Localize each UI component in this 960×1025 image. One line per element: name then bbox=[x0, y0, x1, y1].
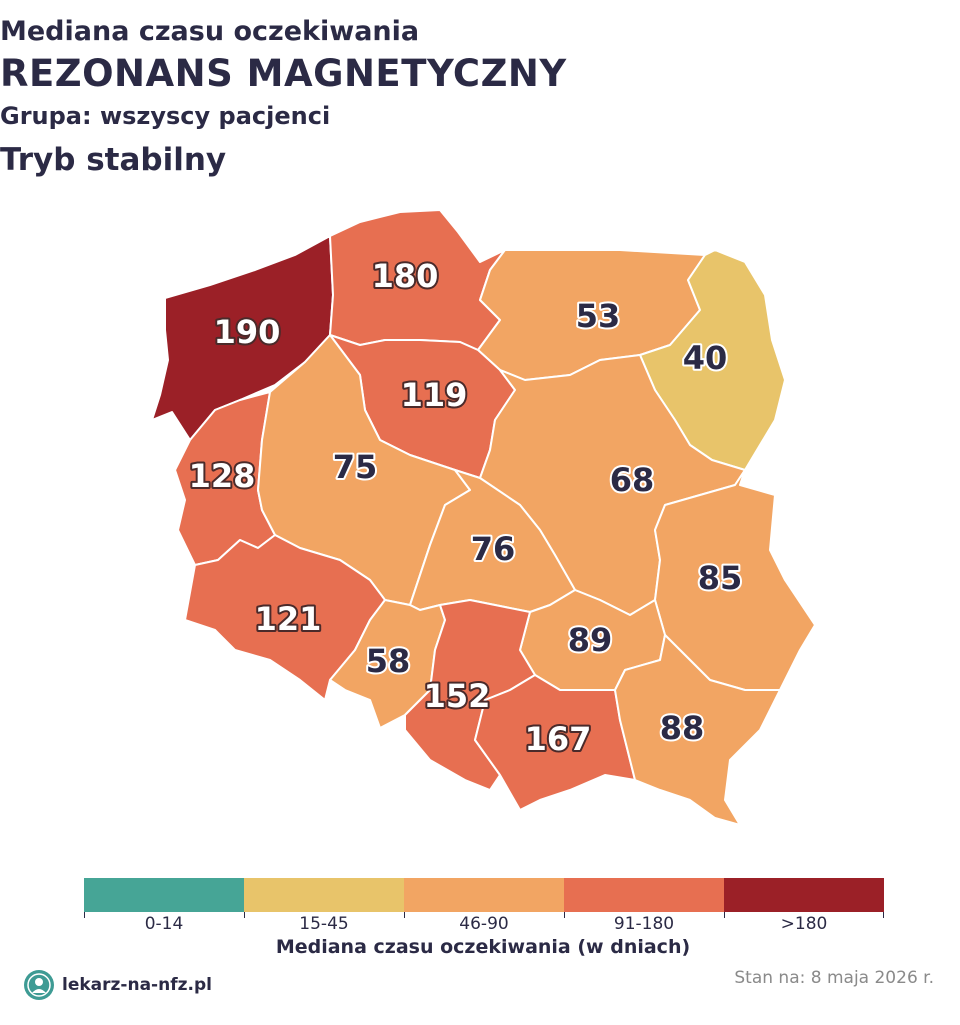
value-swietokrzyskie: 89 bbox=[568, 621, 613, 659]
legend-label: >180 bbox=[780, 914, 828, 934]
subtitle-group: Grupa: wszyscy pacjenci bbox=[0, 102, 331, 130]
region-zachodniopomorskie[interactable] bbox=[151, 235, 334, 441]
value-warminsko-mazurskie: 53 bbox=[576, 297, 621, 335]
region-malopolskie[interactable] bbox=[474, 674, 636, 811]
legend-tick bbox=[404, 912, 405, 918]
value-podlaskie: 40 bbox=[683, 339, 728, 377]
value-lubuskie: 128 bbox=[189, 457, 256, 495]
value-slaskie: 152 bbox=[424, 677, 491, 715]
value-opolskie: 58 bbox=[366, 642, 411, 680]
legend-label: 15-45 bbox=[299, 914, 349, 934]
title-line1: Mediana czasu oczekiwania bbox=[0, 16, 420, 47]
legend-tick bbox=[883, 912, 884, 918]
brand-name: lekarz-na-nfz.pl bbox=[62, 975, 212, 995]
legend-label: 91-180 bbox=[613, 914, 675, 934]
value-lubelskie: 85 bbox=[698, 559, 743, 597]
legend-label: 46-90 bbox=[459, 914, 509, 934]
value-podkarpackie: 88 bbox=[660, 709, 705, 747]
value-pomorskie: 180 bbox=[372, 257, 439, 295]
legend-tick bbox=[84, 912, 85, 918]
value-wielkopolskie: 75 bbox=[333, 448, 378, 486]
value-dolnoslaskie: 121 bbox=[255, 600, 322, 638]
value-lodzkie: 76 bbox=[471, 530, 516, 568]
subtitle-mode: Tryb stabilny bbox=[0, 142, 227, 178]
value-mazowieckie: 68 bbox=[610, 461, 655, 499]
legend-swatch-over-180 bbox=[724, 878, 884, 912]
doctor-avatar-icon bbox=[24, 970, 54, 1000]
poland-map: 190 180 53 40 119 128 75 68 76 85 121 58… bbox=[151, 209, 816, 826]
legend-swatch-91-180 bbox=[564, 878, 724, 912]
region-podkarpackie[interactable] bbox=[614, 634, 781, 826]
value-zachodniopomorskie: 190 bbox=[214, 313, 281, 351]
data-date: Stan na: 8 maja 2026 r. bbox=[734, 968, 934, 988]
legend-swatch-0-14 bbox=[84, 878, 244, 912]
legend-tick bbox=[244, 912, 245, 918]
legend-label: 0-14 bbox=[144, 914, 184, 934]
legend-title: Mediana czasu oczekiwania (w dniach) bbox=[275, 936, 691, 958]
color-legend bbox=[84, 878, 884, 912]
legend-swatch-15-45 bbox=[244, 878, 404, 912]
legend-tick bbox=[564, 912, 565, 918]
value-kujawsko-pomorskie: 119 bbox=[401, 376, 468, 414]
value-malopolskie: 167 bbox=[525, 720, 592, 758]
page-title: REZONANS MAGNETYCZNY bbox=[0, 52, 567, 95]
brand[interactable]: lekarz-na-nfz.pl bbox=[24, 970, 212, 1000]
legend-swatch-46-90 bbox=[404, 878, 564, 912]
legend-tick bbox=[724, 912, 725, 918]
